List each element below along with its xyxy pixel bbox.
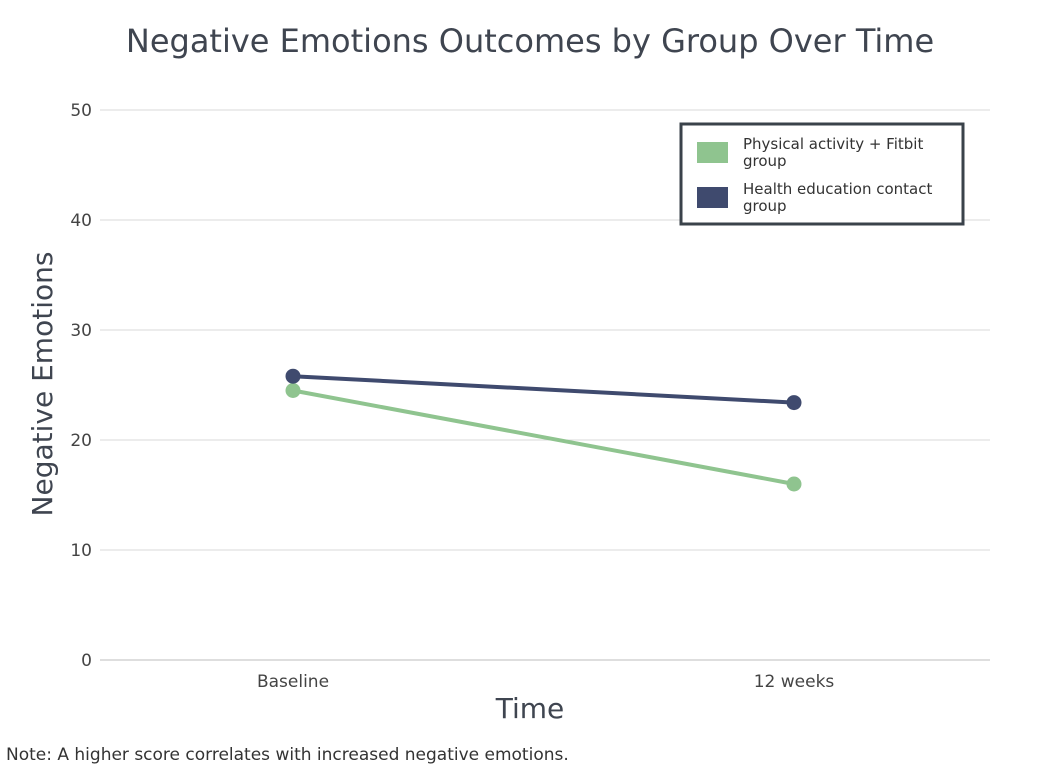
y-tick-label: 20: [70, 431, 92, 451]
data-point: [285, 368, 301, 384]
y-tick-label: 10: [70, 541, 92, 561]
y-tick-label: 30: [70, 321, 92, 341]
y-tick-label: 50: [70, 101, 92, 121]
y-tick-label: 40: [70, 211, 92, 231]
series-points: [285, 368, 802, 492]
data-point: [786, 395, 802, 411]
series-line: [292, 374, 795, 405]
legend-label: Health education contact group: [743, 180, 932, 215]
legend: Physical activity + Fitbit group Health ed…: [679, 122, 965, 226]
x-tick-label: Baseline: [257, 672, 329, 692]
x-tick-labels: Baseline 12 weeks: [257, 672, 834, 692]
legend-label: Physical activity + Fitbit group: [743, 135, 923, 170]
legend-swatch: [697, 142, 728, 163]
y-axis-title: Negative Emotions: [26, 252, 59, 517]
x-tick-label: 12 weeks: [754, 672, 835, 692]
data-point: [285, 383, 301, 398]
footnote: Note: A higher score correlates with inc…: [6, 745, 569, 765]
x-axis-title: Time: [495, 692, 565, 725]
gridlines: [100, 109, 990, 661]
y-tick-labels: 0 10 20 30 40 50: [70, 101, 92, 671]
data-point: [786, 476, 802, 492]
legend-swatch: [697, 187, 728, 208]
series-lines: [292, 374, 795, 486]
y-tick-label: 0: [81, 651, 92, 671]
chart-title: Negative Emotions Outcomes by Group Over…: [125, 22, 935, 60]
series-line: [292, 388, 795, 486]
